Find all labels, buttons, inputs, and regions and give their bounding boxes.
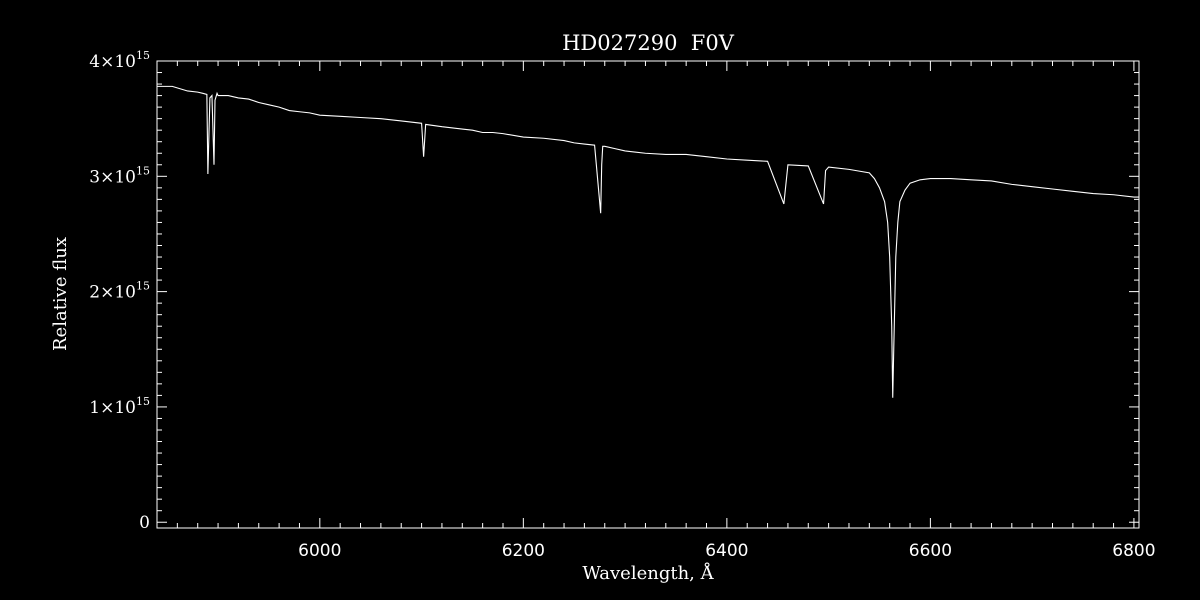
y-tick-label: 0: [139, 513, 150, 533]
chart-title: HD027290 F0V: [562, 31, 735, 55]
y-axis-label: Relative flux: [50, 237, 71, 351]
x-tick-label: 6800: [1112, 541, 1155, 561]
x-tick-label: 6000: [298, 541, 341, 561]
x-tick-label: 6400: [705, 541, 748, 561]
x-tick-label: 6200: [502, 541, 545, 561]
axis-ticks: [156, 60, 1139, 528]
y-tick-label: 4×1015: [89, 49, 150, 72]
y-tick-label: 1×1015: [89, 395, 150, 418]
spectrum-line: [157, 85, 1139, 398]
x-tick-label: 6600: [909, 541, 952, 561]
y-axis-tick-labels: 0 1×1015 2×1015 3×1015 4×1015: [89, 49, 150, 533]
plot-frame: [156, 60, 1140, 529]
y-tick-label: 3×1015: [89, 164, 150, 187]
y-tick-label: 2×1015: [89, 280, 150, 303]
x-axis-tick-labels: 6000 6200 6400 6600 6800: [298, 541, 1155, 561]
x-axis-label: Wavelength, Å: [582, 562, 714, 584]
